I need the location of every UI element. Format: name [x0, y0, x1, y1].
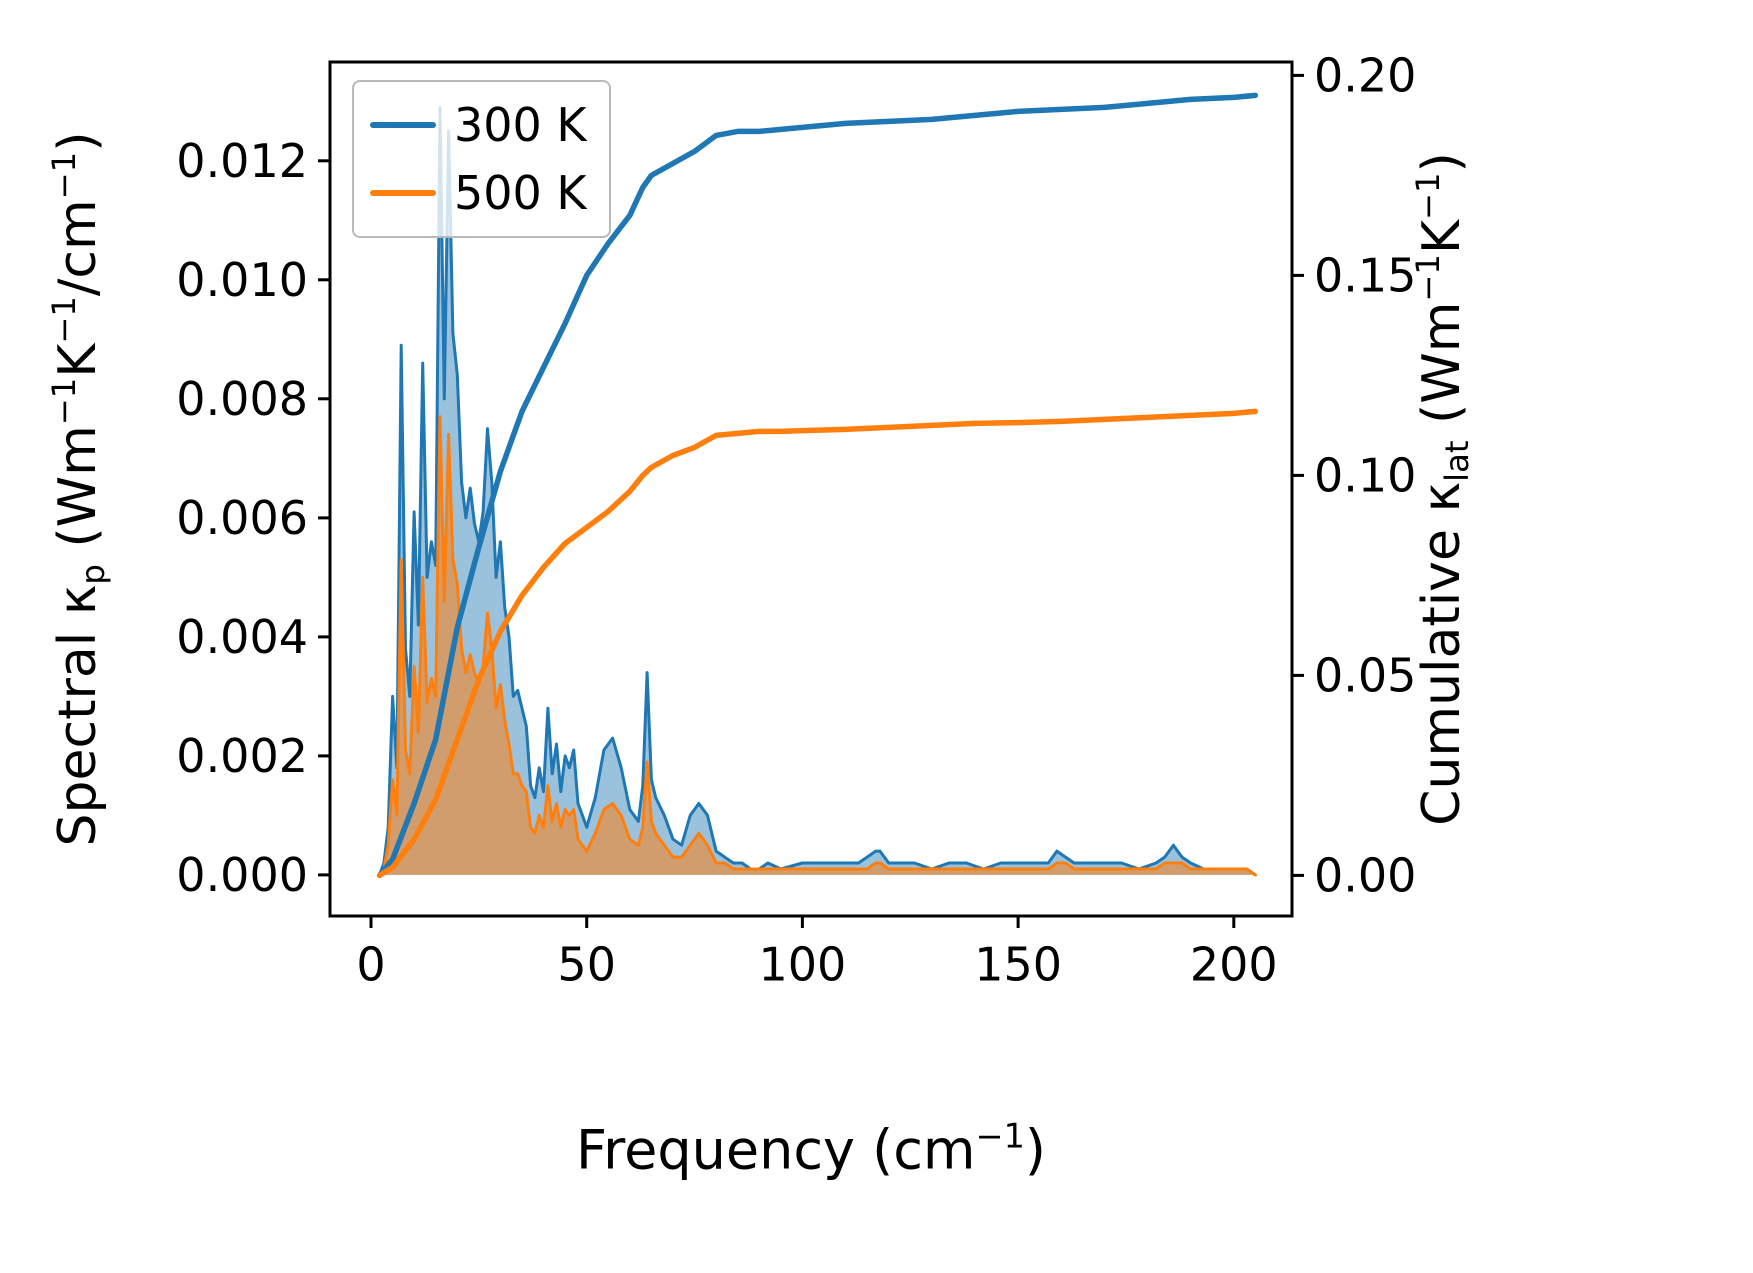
- y-left-tick-label: 0.008: [176, 372, 308, 426]
- x-axis-label: Frequency (cm−1): [576, 1116, 1046, 1182]
- legend-line-300k-icon: [370, 122, 436, 128]
- x-tick-label: 50: [557, 937, 616, 991]
- y-left-tick-label: 0.006: [176, 491, 308, 545]
- legend: 300 K 500 K: [352, 80, 611, 238]
- line-300-k-spectral: [378, 105, 1257, 877]
- area-500-k-spectral: [379, 416, 1256, 875]
- y-axis-label-right: Cumulative κlat (Wm−1K−1): [1409, 152, 1477, 826]
- line-500-k-cumulative: [376, 408, 1259, 879]
- legend-label-300k: 300 K: [454, 98, 587, 152]
- y-right-tick-label: 0.05: [1314, 648, 1416, 702]
- y-axis-label-left: Spectral κp (Wm−1K−1/cm−1): [45, 131, 113, 847]
- y-left-tick-label: 0.002: [176, 729, 308, 783]
- legend-item-300k: 300 K: [370, 96, 587, 154]
- y-left-tick-label: 0.004: [176, 610, 308, 664]
- y-right-tick-label: 0.00: [1314, 848, 1416, 902]
- axes-group: 0 50 100 150 200 0.000 0.002 0.004 0.006 0.008 0.0…: [176, 48, 1416, 991]
- legend-item-500k: 500 K: [370, 164, 587, 222]
- legend-line-500k-icon: [370, 190, 436, 196]
- y-right-tick-label: 0.20: [1314, 48, 1416, 102]
- legend-label-500k: 500 K: [454, 166, 587, 220]
- x-tick-label: 150: [974, 937, 1062, 991]
- series-group: [376, 92, 1259, 879]
- axes-spines: [328, 60, 1294, 918]
- y-left-tick-label: 0.010: [176, 253, 308, 307]
- line-500-k-spectral: [378, 415, 1257, 877]
- y-right-tick-label: 0.15: [1314, 248, 1416, 302]
- y-left-tick-label: 0.012: [176, 134, 308, 188]
- y-left-tick-label: 0.000: [176, 848, 308, 902]
- x-tick-label: 0: [356, 937, 385, 991]
- x-tick-label: 100: [758, 937, 846, 991]
- y-right-tick-label: 0.10: [1314, 448, 1416, 502]
- line-300-k-cumulative: [376, 92, 1259, 879]
- x-tick-label: 200: [1190, 937, 1278, 991]
